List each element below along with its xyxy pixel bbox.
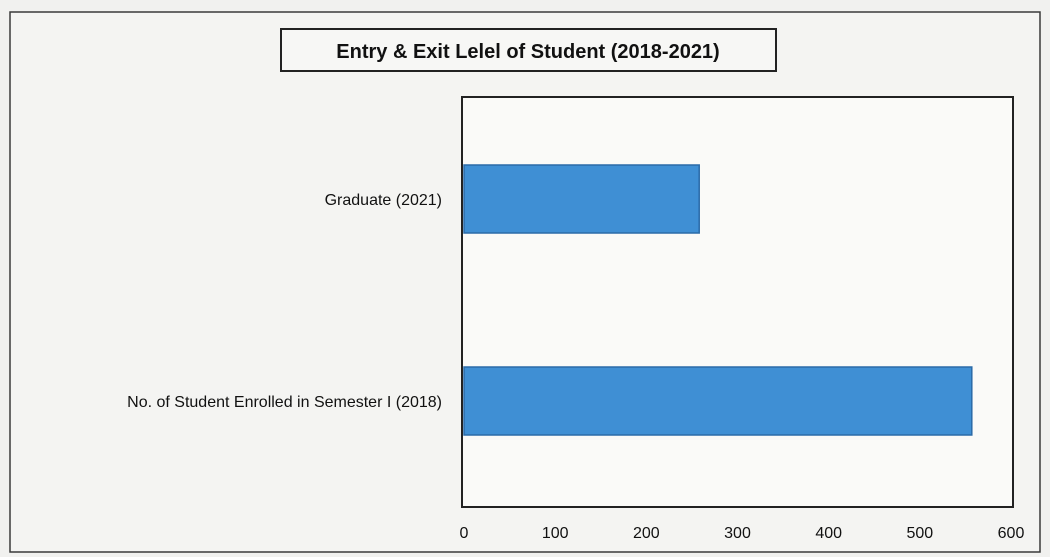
bar-0 (463, 164, 700, 234)
x-tick-label-2: 200 (633, 525, 660, 542)
x-tick-label-3: 300 (724, 525, 751, 542)
x-tick-labels-group: 0 100 200 300 400 500 600 (460, 525, 1025, 542)
x-tick-label-6: 600 (998, 525, 1025, 542)
x-tick-label-5: 500 (906, 525, 933, 542)
category-label-0: Graduate (2021) (325, 192, 442, 209)
x-tick-label-0: 0 (460, 525, 469, 542)
x-tick-label-1: 100 (542, 525, 569, 542)
chart-title: Entry & Exit Lelel of Student (2018-2021… (336, 41, 719, 63)
bars-group (463, 164, 973, 436)
x-tick-label-4: 400 (815, 525, 842, 542)
chart-title-box (280, 28, 777, 72)
category-label-1: No. of Student Enrolled in Semester I (2… (127, 394, 442, 411)
plot-area (461, 96, 1014, 508)
category-labels-group: Graduate (2021) No. of Student Enrolled i… (127, 192, 442, 411)
bar-1 (463, 366, 973, 436)
